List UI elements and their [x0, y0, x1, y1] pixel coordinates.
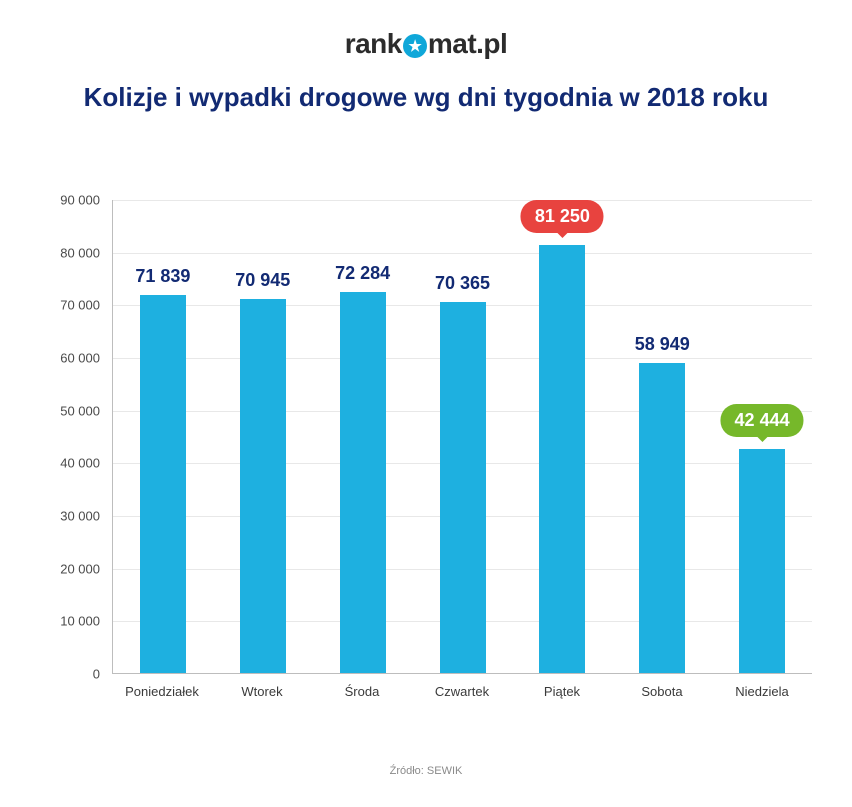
bar-chart: 0 10 000 20 000 30 000 40 000 50 000 60 000 70 … — [28, 200, 812, 680]
plot-area: 71 839 70 945 72 284 70 365 81 250 58 949 42 4… — [112, 200, 812, 674]
x-tick-label: Piątek — [512, 684, 612, 699]
y-tick-label: 60 000 — [28, 351, 100, 366]
y-tick-label: 80 000 — [28, 245, 100, 260]
bar: 42 444 — [739, 449, 785, 673]
bar: 71 839 — [140, 295, 186, 673]
logo-text-pre: rank — [345, 28, 402, 59]
source-text: Źródło: SEWIK — [0, 765, 852, 777]
x-tick-label: Niedziela — [712, 684, 812, 699]
star-icon: ★ — [403, 34, 427, 58]
y-tick-label: 0 — [28, 667, 100, 682]
x-tick-label: Środa — [312, 684, 412, 699]
x-tick-label: Wtorek — [212, 684, 312, 699]
bar-slot: 70 365 — [413, 200, 513, 673]
bar: 70 365 — [440, 302, 486, 673]
value-label: 72 284 — [335, 263, 390, 284]
value-label: 70 365 — [435, 273, 490, 294]
value-label: 58 949 — [635, 334, 690, 355]
bar-slot: 58 949 — [612, 200, 712, 673]
chart-title: Kolizje i wypadki drogowe wg dni tygodni… — [0, 82, 852, 113]
y-tick-label: 90 000 — [28, 193, 100, 208]
brand-logo: rank★mat.pl — [0, 0, 852, 60]
bar-slot: 81 250 — [512, 200, 612, 673]
y-tick-label: 10 000 — [28, 614, 100, 629]
bar: 58 949 — [639, 363, 685, 673]
value-badge-max: 81 250 — [521, 200, 604, 233]
bar: 72 284 — [340, 292, 386, 673]
x-tick-label: Poniedziałek — [112, 684, 212, 699]
x-tick-label: Czwartek — [412, 684, 512, 699]
bar: 81 250 — [539, 245, 585, 673]
bar-slot: 72 284 — [313, 200, 413, 673]
bar-slot: 70 945 — [213, 200, 313, 673]
value-label: 70 945 — [235, 270, 290, 291]
bar-slot: 42 444 — [712, 200, 812, 673]
y-tick-label: 40 000 — [28, 456, 100, 471]
logo-text-post: mat.pl — [428, 28, 507, 59]
x-axis-labels: PoniedziałekWtorekŚrodaCzwartekPiątekSob… — [112, 684, 812, 699]
value-badge-min: 42 444 — [721, 404, 804, 437]
y-tick-label: 70 000 — [28, 298, 100, 313]
x-tick-label: Sobota — [612, 684, 712, 699]
y-axis: 010 00020 00030 00040 00050 00060 00070 … — [28, 200, 100, 674]
bar: 70 945 — [240, 299, 286, 673]
y-tick-label: 50 000 — [28, 403, 100, 418]
bars-container: 71 839 70 945 72 284 70 365 81 250 58 949 42 4… — [113, 200, 812, 673]
y-tick-label: 30 000 — [28, 509, 100, 524]
y-tick-label: 20 000 — [28, 561, 100, 576]
value-label: 71 839 — [135, 266, 190, 287]
bar-slot: 71 839 — [113, 200, 213, 673]
